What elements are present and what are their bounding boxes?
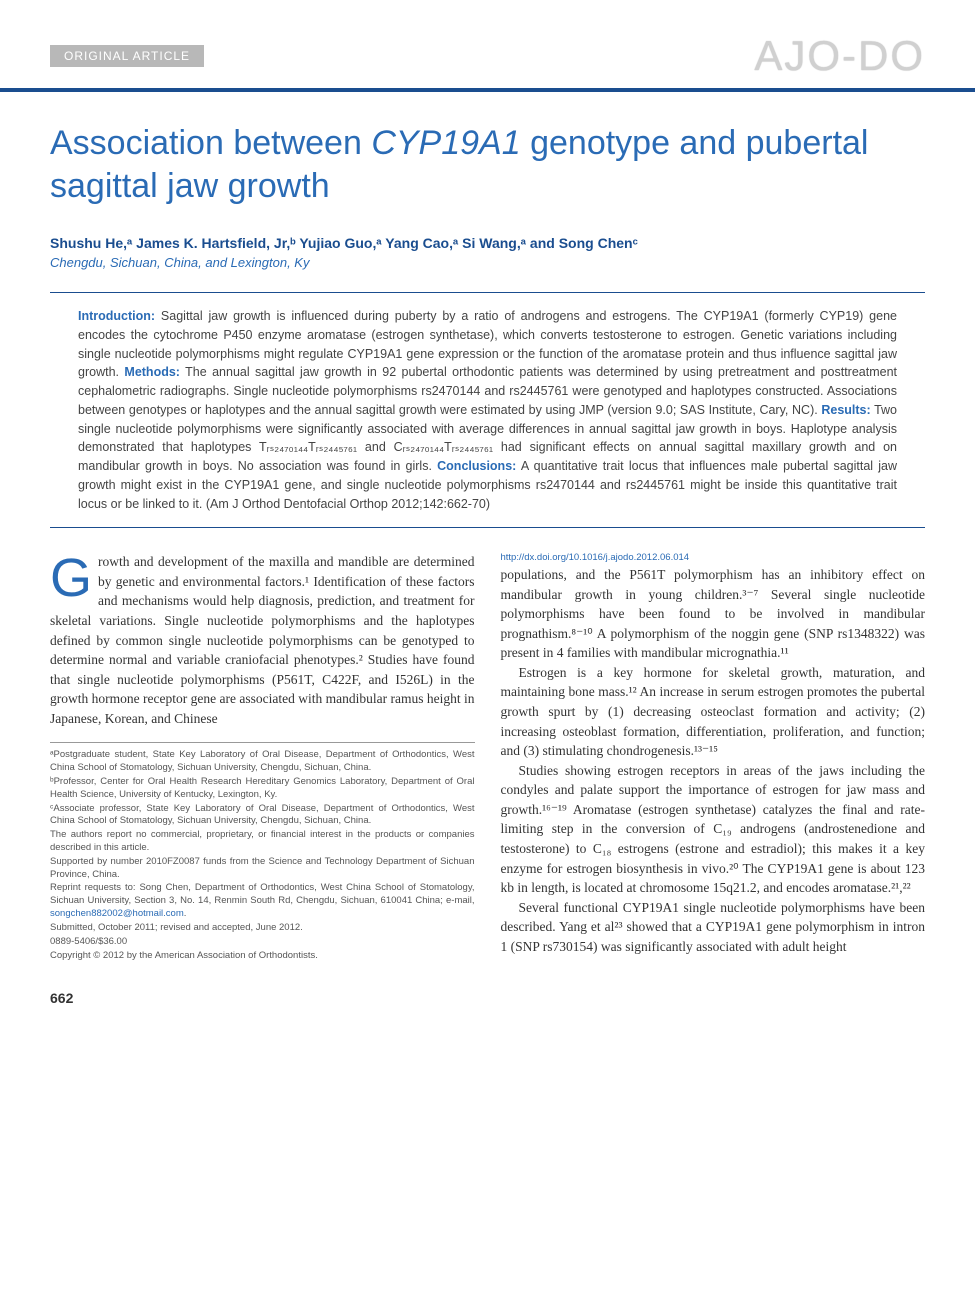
abstract-results-label: Results:: [821, 403, 870, 417]
footnote-dates: Submitted, October 2011; revised and acc…: [50, 922, 475, 935]
top-margin: [0, 0, 975, 20]
affiliation-line: Chengdu, Sichuan, China, and Lexington, …: [50, 255, 925, 270]
article-title: Association between CYP19A1 genotype and…: [50, 122, 925, 207]
footnote-disclosure: The authors report no commercial, propri…: [50, 829, 475, 855]
page-number: 662: [0, 982, 975, 1026]
footnote-doi-link[interactable]: http://dx.doi.org/10.1016/j.ajodo.2012.0…: [501, 552, 926, 565]
footnote-copyright: Copyright © 2012 by the American Associa…: [50, 950, 475, 963]
body-paragraph-5: Several functional CYP19A1 single nucleo…: [501, 898, 926, 957]
dropcap: G: [50, 552, 98, 602]
footnote-issn: 0889-5406/$36.00: [50, 936, 475, 949]
abstract-box: Introduction: Sagittal jaw growth is inf…: [50, 292, 925, 528]
author-list: Shushu He,ᵃ James K. Hartsfield, Jr,ᵇ Yu…: [50, 235, 925, 251]
title-gene-name: CYP19A1: [371, 124, 520, 162]
reprint-email-link[interactable]: songchen882002@hotmail.com: [50, 908, 184, 919]
abstract-intro-label: Introduction:: [78, 309, 155, 323]
footnote-b: ᵇProfessor, Center for Oral Health Resea…: [50, 776, 475, 802]
page: ORIGINAL ARTICLE AJO-DO Association betw…: [0, 0, 975, 1026]
body-p1-text: rowth and development of the maxilla and…: [50, 554, 475, 726]
title-pre: Association between: [50, 124, 371, 162]
body-text-columns: Growth and development of the maxilla an…: [50, 552, 925, 962]
footnote-reprint: Reprint requests to: Song Chen, Departme…: [50, 882, 475, 920]
abstract-conclusions-label: Conclusions:: [437, 459, 516, 473]
body-paragraph-4: Studies showing estrogen receptors in ar…: [501, 761, 926, 898]
body-paragraph-3: Estrogen is a key hormone for skeletal g…: [501, 663, 926, 761]
abstract-methods-label: Methods:: [124, 365, 180, 379]
header-band: ORIGINAL ARTICLE AJO-DO: [0, 20, 975, 92]
footnote-a: ᵃPostgraduate student, State Key Laborat…: [50, 749, 475, 775]
footnote-c: ᶜAssociate professor, State Key Laborato…: [50, 803, 475, 829]
journal-logo: AJO-DO: [754, 32, 925, 80]
abstract-methods-text: The annual sagittal jaw growth in 92 pub…: [78, 365, 897, 417]
content-area: Association between CYP19A1 genotype and…: [0, 92, 975, 982]
body-paragraph-2: populations, and the P561T polymorphism …: [501, 565, 926, 663]
article-type-badge: ORIGINAL ARTICLE: [50, 45, 204, 67]
footnote-support: Supported by number 2010FZ0087 funds fro…: [50, 856, 475, 882]
body-paragraph-1: Growth and development of the maxilla an…: [50, 552, 475, 728]
